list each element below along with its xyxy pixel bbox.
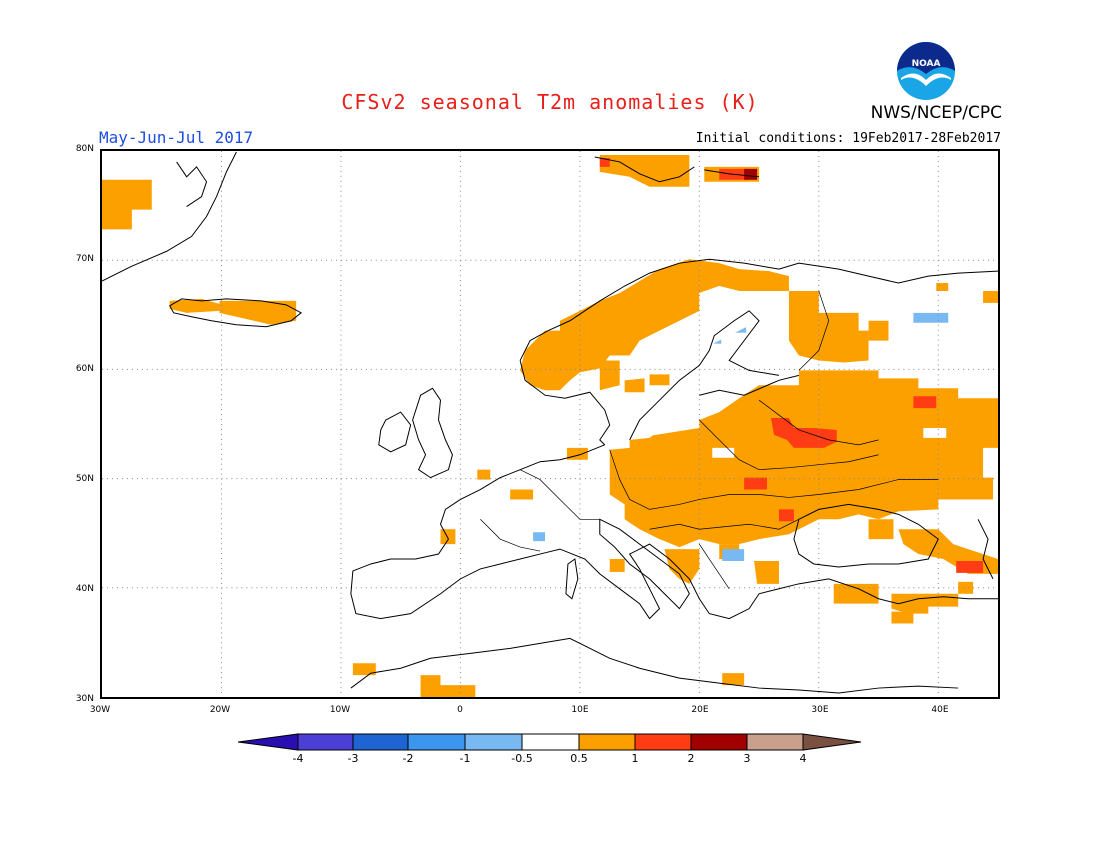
- lat-label-60n: 60N: [75, 364, 94, 374]
- initial-conditions-label: Initial conditions: 19Feb2017-28Feb2017: [695, 131, 1001, 146]
- lon-label-10e: 10E: [571, 705, 589, 715]
- colorbar-label: -2: [402, 752, 414, 765]
- colorbar-label: -3: [347, 752, 359, 765]
- lon-label-0: 0: [457, 705, 463, 715]
- map-panel: [100, 149, 1000, 699]
- lat-label-70n: 70N: [75, 254, 94, 264]
- coastlines: [102, 151, 998, 694]
- lon-label-30w: 30W: [89, 705, 111, 715]
- noaa-logo: NOAA: [897, 42, 955, 100]
- lon-label-20w: 20W: [209, 705, 231, 715]
- colorbar-label: 1: [631, 752, 639, 765]
- colorbar-label: 0.5: [570, 752, 588, 765]
- lon-label-20e: 20E: [691, 705, 709, 715]
- colorbar-label: -0.5: [511, 752, 533, 765]
- agency-label: NWS/NCEP/CPC: [870, 103, 1002, 123]
- colorbar-label: -1: [459, 752, 471, 765]
- lon-label-10w: 10W: [329, 705, 351, 715]
- anomaly-shading: [102, 154, 998, 697]
- map-title: CFSv2 seasonal T2m anomalies (K): [341, 90, 759, 114]
- lat-label-40n: 40N: [75, 584, 94, 594]
- lat-label-50n: 50N: [75, 474, 94, 484]
- colorbar-label: 4: [799, 752, 807, 765]
- gridlines: [102, 151, 998, 697]
- lon-label-30e: 30E: [811, 705, 829, 715]
- colorbar-label: 2: [687, 752, 695, 765]
- colorbar: [238, 733, 862, 751]
- anomaly-map: [102, 151, 998, 697]
- colorbar-label: -4: [292, 752, 304, 765]
- season-label: May-Jun-Jul 2017: [99, 128, 254, 147]
- lon-label-40e: 40E: [931, 705, 949, 715]
- svg-text:NOAA: NOAA: [912, 59, 941, 69]
- lat-label-80n: 80N: [75, 144, 94, 154]
- lat-label-30n: 30N: [75, 694, 94, 704]
- colorbar-label: 3: [743, 752, 751, 765]
